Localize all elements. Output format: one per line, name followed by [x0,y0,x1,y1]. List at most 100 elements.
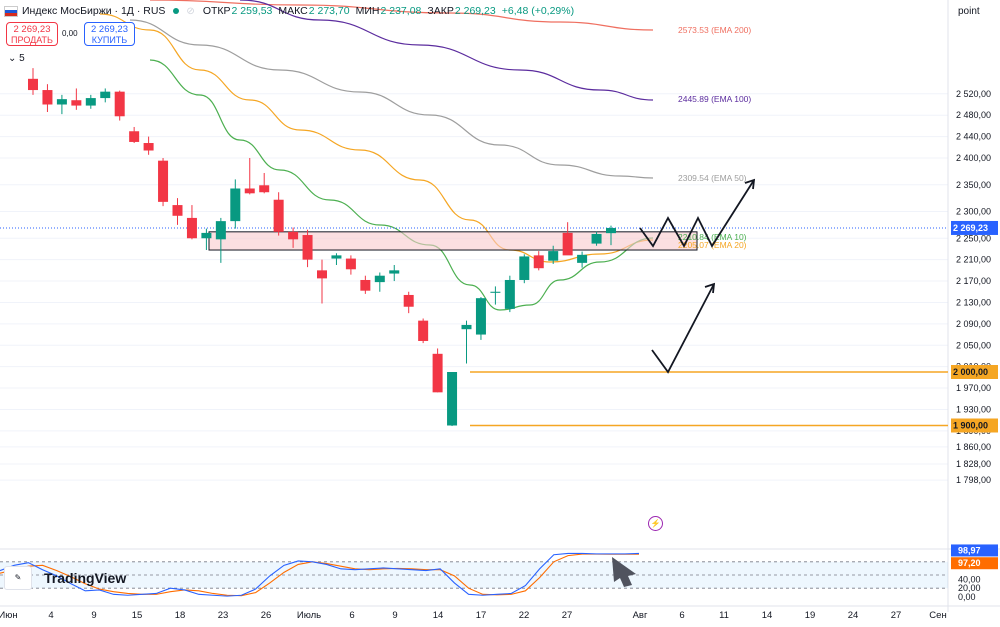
last-price-tag [951,220,998,235]
candle-body [389,270,400,274]
stochastic-k-tag [951,544,998,557]
oscillator-tick-label: 0,00 [958,592,976,602]
candle [158,158,169,207]
candle [100,88,111,103]
candle [244,158,255,195]
ema-line-ema-50 [129,19,654,179]
y-tick-label: 2 250,00 [956,233,991,243]
y-tick-label: 2 130,00 [956,297,991,307]
y-tick-label: 1 970,00 [956,383,991,393]
russia-flag-icon [4,5,18,17]
lightning-icon[interactable]: ⚡ [648,516,663,531]
candle-body [56,99,67,105]
candle-body [461,324,472,330]
candle-body [215,221,226,240]
candle [519,254,530,284]
candle [504,275,515,313]
indicators-count: 5 [19,53,25,64]
x-tick-label: Авг [633,610,648,621]
candle-body [317,270,327,279]
candle [71,88,82,110]
candle-body [85,98,96,106]
ema-line-ema-200 [149,0,654,31]
sell-button[interactable]: 2 269,23 ПРОДАТЬ [6,22,58,46]
candle [389,265,400,282]
candle [475,297,486,340]
tradingview-logo[interactable]: ✎ TradingView [4,566,126,590]
candle-body [302,235,313,260]
candle [259,172,270,194]
candle [606,225,616,246]
level-price-label: 1 900,00 [953,421,988,431]
high-label: МАКС [278,5,308,17]
candle [548,245,559,264]
candle-body [230,188,241,222]
ema-label: 2445.89 (EMA 100) [678,94,751,104]
y-tick-label: 1 860,00 [956,442,991,452]
y-tick-label: 1 930,00 [956,404,991,414]
candle-body [504,279,515,309]
candle [85,94,96,109]
x-tick-label: 27 [562,610,573,621]
candle [418,318,429,344]
low-value: 2 237,08 [380,5,422,17]
candle-body [345,258,356,270]
stochastic-k-line [0,552,640,597]
candle [317,259,327,304]
x-tick-label: Июль [297,610,321,621]
drawing-tool-icon[interactable]: ✎ [4,566,32,590]
projection-path [639,179,755,248]
indicators-toggle[interactable]: ⌄ 5 [8,53,25,64]
candle [577,251,588,268]
candle [56,94,67,115]
last-price-label: 2 269,23 [953,223,988,233]
x-tick-label: 14 [433,610,444,621]
candle [230,179,241,229]
candle-body [360,279,371,291]
candle-body [244,188,255,194]
candle [143,136,154,155]
x-tick-label: 19 [805,610,816,621]
tradingview-wordmark: TradingView [44,570,127,586]
candle [562,222,573,256]
sell-price: 2 269,23 [13,24,51,35]
candle-body [331,255,342,259]
sell-label: ПРОДАТЬ [11,35,53,45]
ema-line-ema-20 [99,13,654,263]
y-tick-label: 2 400,00 [956,153,991,163]
eye-icon[interactable]: ⊘ [186,5,195,17]
y-tick-label: 1 798,00 [956,475,991,485]
candle [28,68,38,95]
stochastic-d-value: 97,20 [958,558,981,568]
candle-body [447,372,458,426]
candle-body [432,353,443,393]
x-tick-label: 4 [48,610,53,621]
candle-body [519,256,530,280]
x-tick-label: Июн [0,610,18,621]
candle [302,229,313,268]
y-tick-label: 2 210,00 [956,255,991,265]
candle [186,205,197,240]
candle [533,251,544,271]
candle-body [606,227,616,234]
candle [172,198,183,225]
ema-label: 2573.53 (EMA 200) [678,25,751,35]
symbol-title[interactable]: Индекс МосБиржи · 1Д · RUS [22,5,166,17]
candle [403,291,414,314]
buy-button[interactable]: 2 269,23 КУПИТЬ [84,22,135,46]
ema-label: 2210.84 (EMA 10) [678,232,747,242]
candle-body [562,232,573,256]
candle-body [548,251,559,261]
ema-line-ema-100 [239,0,654,101]
stochastic-d-tag [951,557,998,570]
candle-body [288,231,299,240]
y-tick-label: 2 480,00 [956,110,991,120]
chevron-down-icon: ⌄ [8,53,17,64]
projection-path [651,283,715,374]
level-price-label: 2 000,00 [953,367,988,377]
close-value: 2 269,23 [454,5,496,17]
oscillator-tick-label: 40,00 [958,574,981,584]
buy-price: 2 269,23 [91,24,128,35]
candle-body [201,232,212,239]
